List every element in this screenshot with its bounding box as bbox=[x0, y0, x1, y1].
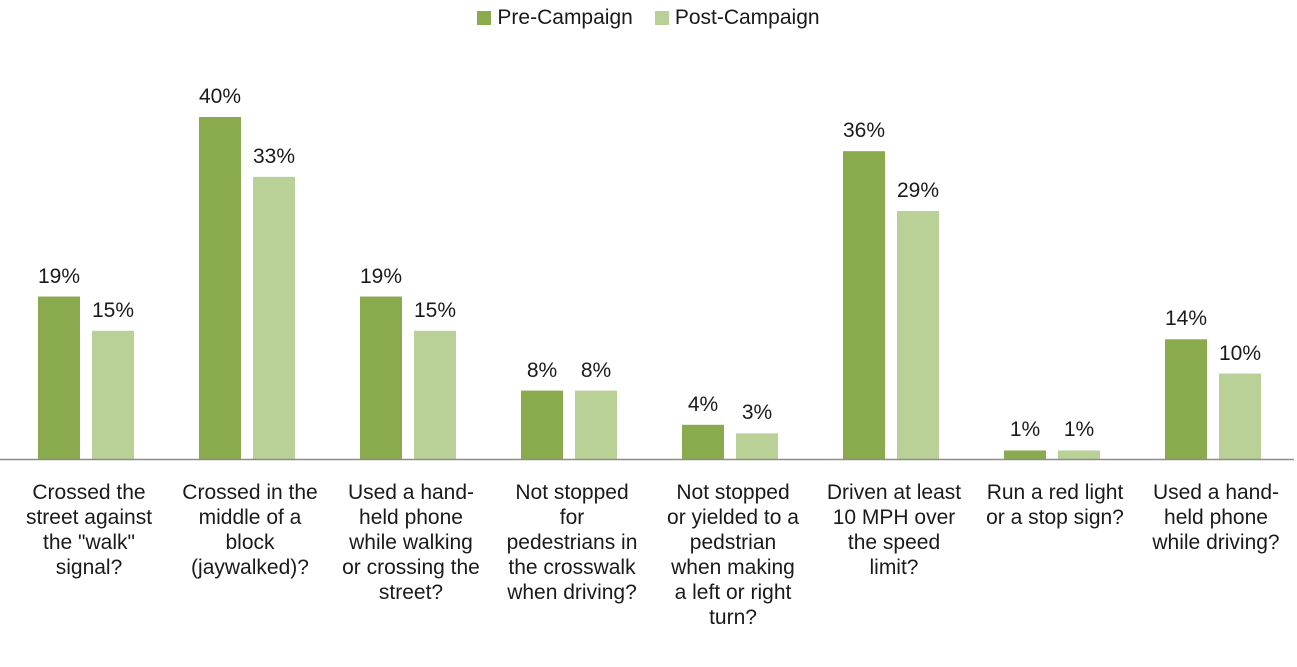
data-label-pre-7: 14% bbox=[1164, 307, 1208, 331]
legend-swatch-pre bbox=[477, 11, 492, 25]
category-label-4: Not stopped or yielded to a pedstrian when … bbox=[667, 481, 799, 629]
data-label-post-2: 15% bbox=[413, 298, 457, 322]
legend-label-pre: Pre-Campaign bbox=[497, 6, 633, 29]
category-label-2: Used a hand-held phone while walking or cr… bbox=[342, 481, 480, 604]
category-label-6: Run a red light or a stop sign? bbox=[986, 481, 1124, 529]
legend: Pre-Campaign Post-Campaign bbox=[0, 6, 1297, 30]
bar-pre-3 bbox=[521, 390, 563, 459]
legend-item-post: Post-Campaign bbox=[654, 6, 820, 30]
data-label-pre-3: 8% bbox=[526, 358, 558, 382]
data-label-pre-5: 36% bbox=[842, 119, 886, 143]
data-label-post-7: 10% bbox=[1218, 341, 1262, 365]
bar-pre-0 bbox=[38, 296, 80, 459]
data-label-post-3: 8% bbox=[580, 358, 612, 382]
category-label-7: Used a hand-held phone while driving? bbox=[1152, 481, 1280, 554]
data-label-post-6: 1% bbox=[1063, 418, 1095, 442]
category-label-1: Crossed in the middle of a block (jaywalked… bbox=[182, 481, 318, 579]
data-label-pre-4: 4% bbox=[687, 392, 719, 416]
data-label-pre-2: 19% bbox=[359, 264, 403, 288]
legend-item-pre: Pre-Campaign bbox=[477, 6, 633, 30]
data-label-pre-6: 1% bbox=[1009, 418, 1041, 442]
bar-post-2 bbox=[414, 330, 456, 459]
bar-post-5 bbox=[897, 211, 939, 459]
bar-post-3 bbox=[575, 390, 617, 459]
bar-pre-4 bbox=[682, 424, 724, 459]
bar-pre-6 bbox=[1004, 450, 1046, 459]
legend-label-post: Post-Campaign bbox=[674, 6, 820, 29]
data-label-post-4: 3% bbox=[741, 401, 773, 425]
data-label-post-1: 33% bbox=[252, 144, 296, 168]
data-label-pre-0: 19% bbox=[37, 264, 81, 288]
bar-pre-1 bbox=[199, 117, 241, 459]
bar-post-6 bbox=[1058, 450, 1100, 459]
legend-swatch-post bbox=[654, 11, 669, 25]
bar-post-0 bbox=[92, 330, 134, 459]
bar-pre-7 bbox=[1165, 339, 1207, 459]
data-label-post-0: 15% bbox=[91, 298, 135, 322]
category-label-5: Driven at least 10 MPH over the speed limit… bbox=[826, 481, 962, 579]
bar-post-7 bbox=[1219, 373, 1261, 459]
data-label-post-5: 29% bbox=[896, 179, 940, 203]
bar-pre-5 bbox=[843, 151, 885, 459]
category-label-3: Not stopped for pedestrians in the crosswal… bbox=[506, 481, 638, 604]
bar-pre-2 bbox=[360, 296, 402, 459]
data-label-pre-1: 40% bbox=[198, 85, 242, 108]
category-label-0: Crossed the street against the "walk" signa… bbox=[25, 481, 153, 579]
bar-post-4 bbox=[736, 433, 778, 459]
bar-post-1 bbox=[253, 176, 295, 459]
